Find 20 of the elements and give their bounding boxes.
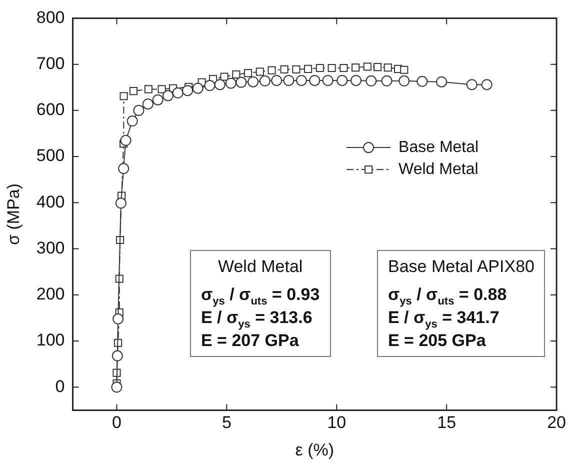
y-tick-label: 600	[36, 100, 65, 120]
x-tick-label: 0	[112, 413, 122, 432]
legend-label: Base Metal	[398, 138, 479, 156]
y-axis-title: σ (MPa)	[4, 183, 23, 245]
x-axis-title: ε (%)	[295, 440, 334, 460]
y-tick-label: 400	[36, 192, 65, 212]
y-tick-label: 700	[36, 54, 65, 74]
text: Base Metal APIX80 σ$_{ys}$ / σ$_{uts}$ = 0.88 E / σ$_{ys}$ = 341.7 E = 205 GPa	[388, 257, 534, 350]
y-tick-label: 800	[36, 8, 65, 27]
y-tick-label: 300	[36, 238, 65, 258]
y-tick-label: 200	[36, 284, 65, 304]
x-tick-label: 15	[437, 413, 456, 432]
legend-label: Weld Metal	[398, 160, 478, 178]
y-tick-label: 100	[36, 330, 65, 350]
y-tick-label: 500	[36, 146, 65, 166]
y-tick-label: 0	[55, 376, 65, 396]
text: Weld Metal σ$_{ys}$ / σ$_{uts}$ = 0.93 E / σ$_{ys}$ = 313.6 E = 207 GPa	[201, 257, 320, 350]
x-tick-label: 10	[327, 413, 346, 432]
x-tick-label: 20	[547, 413, 566, 432]
x-tick-label: 5	[222, 413, 232, 432]
